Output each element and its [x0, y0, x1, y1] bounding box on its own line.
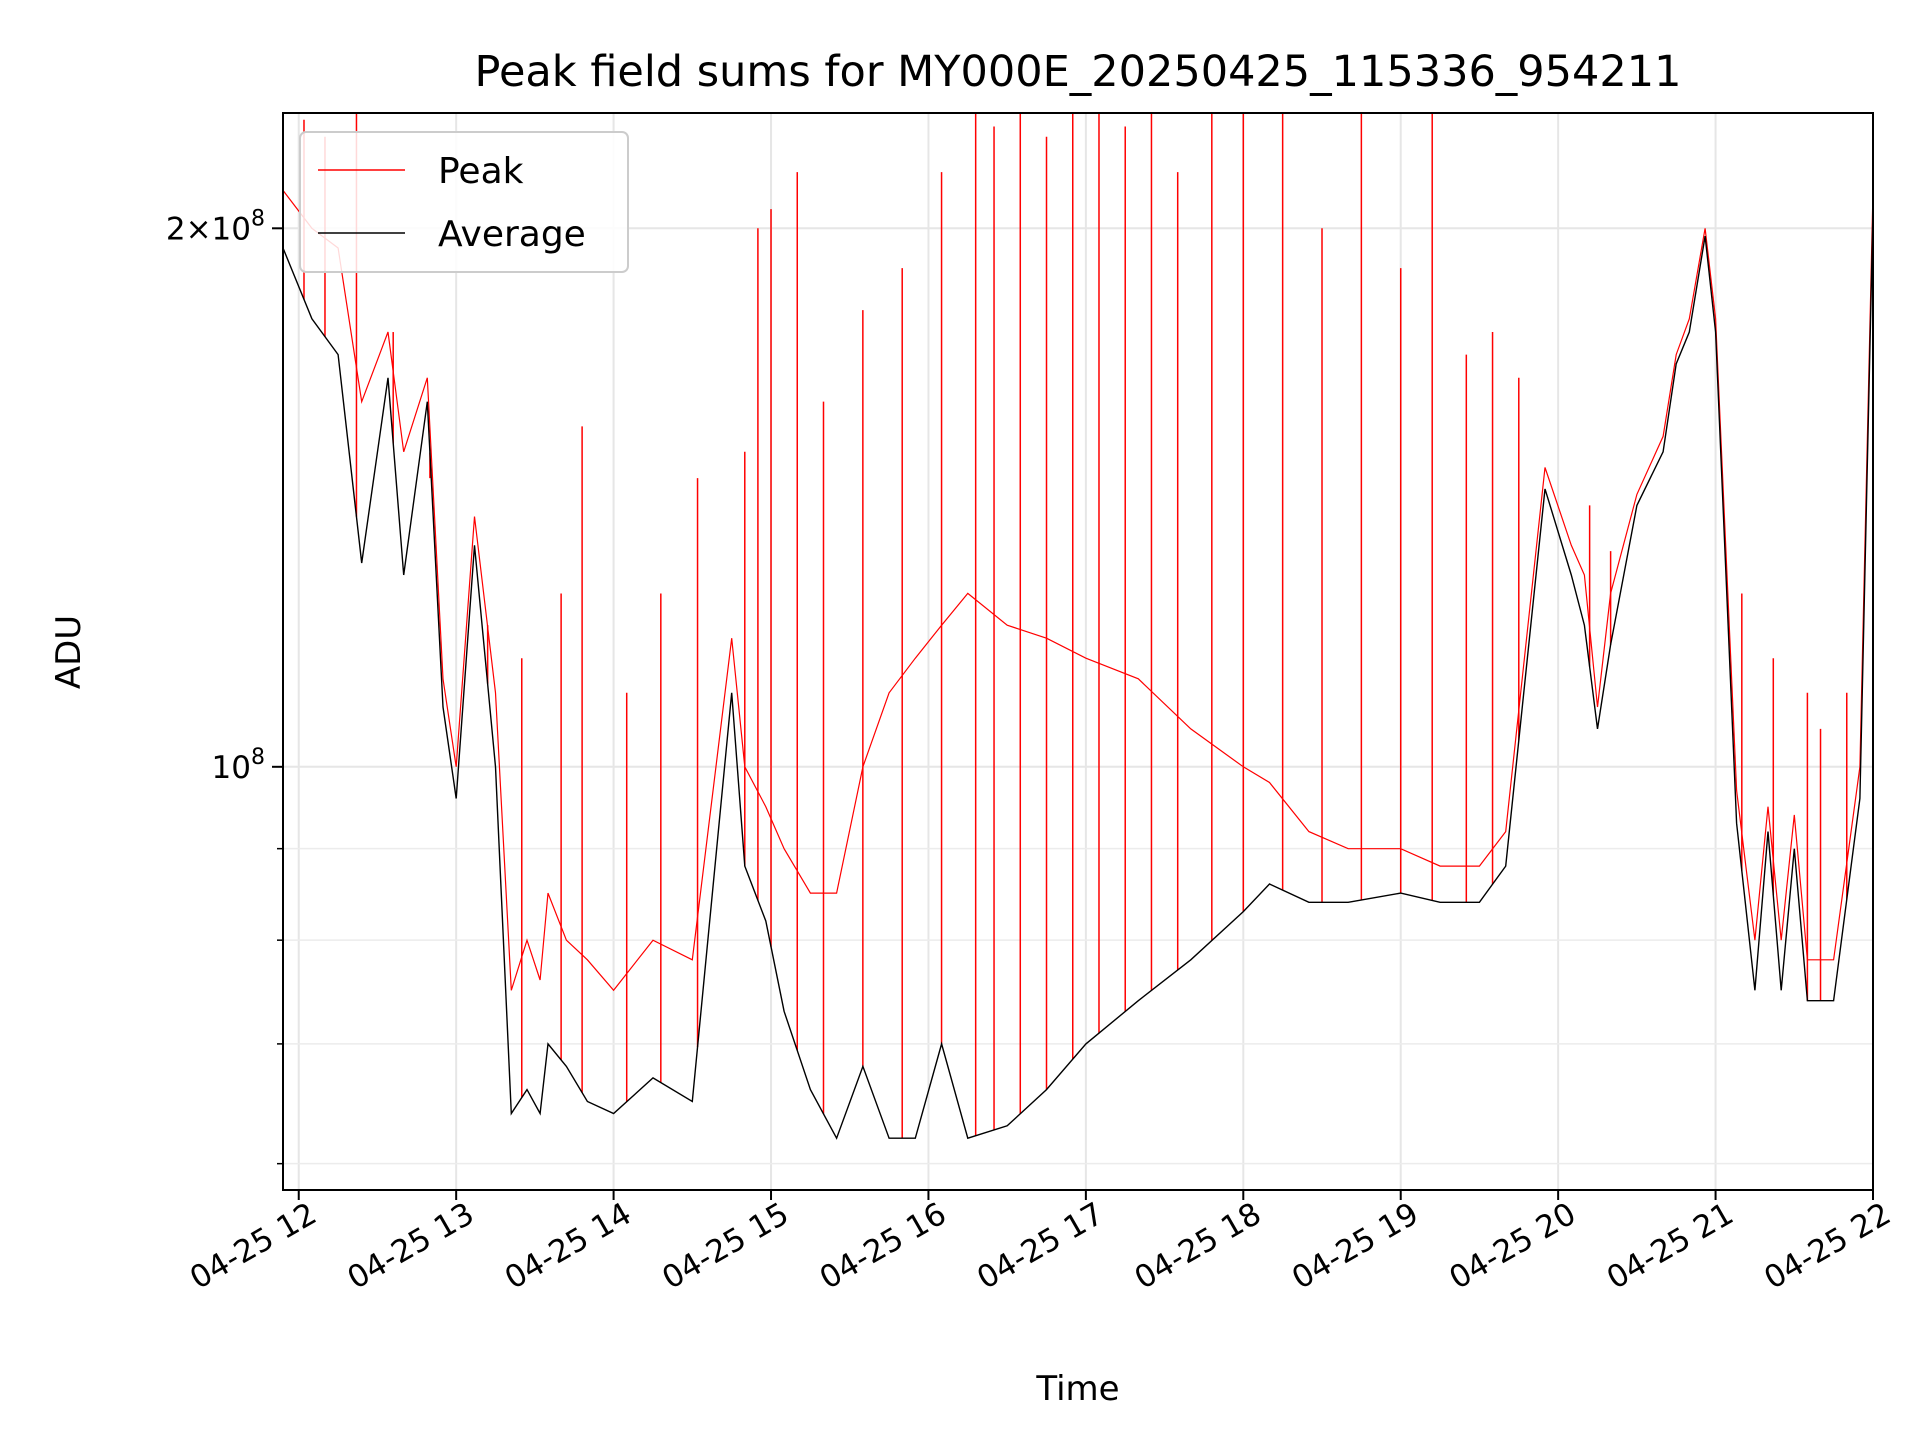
y-axis-label: ADU — [49, 615, 89, 689]
peak-series-line — [283, 190, 1873, 992]
legend-label-peak: Peak — [438, 151, 524, 192]
y-tick-label: 2×108 — [166, 206, 265, 247]
legend: Peak Average — [299, 131, 629, 273]
chart-title: Peak field sums for MY000E_20250425_1153… — [475, 47, 1682, 97]
x-axis-label: Time — [1035, 1369, 1119, 1409]
y-tick-label: 108 — [212, 745, 265, 786]
legend-label-average: Average — [438, 214, 586, 255]
y-axis: 2×108 108 — [166, 206, 283, 1165]
average-series-line — [283, 209, 1873, 1140]
plot-frame — [282, 112, 1874, 1191]
legend-box — [299, 131, 629, 273]
